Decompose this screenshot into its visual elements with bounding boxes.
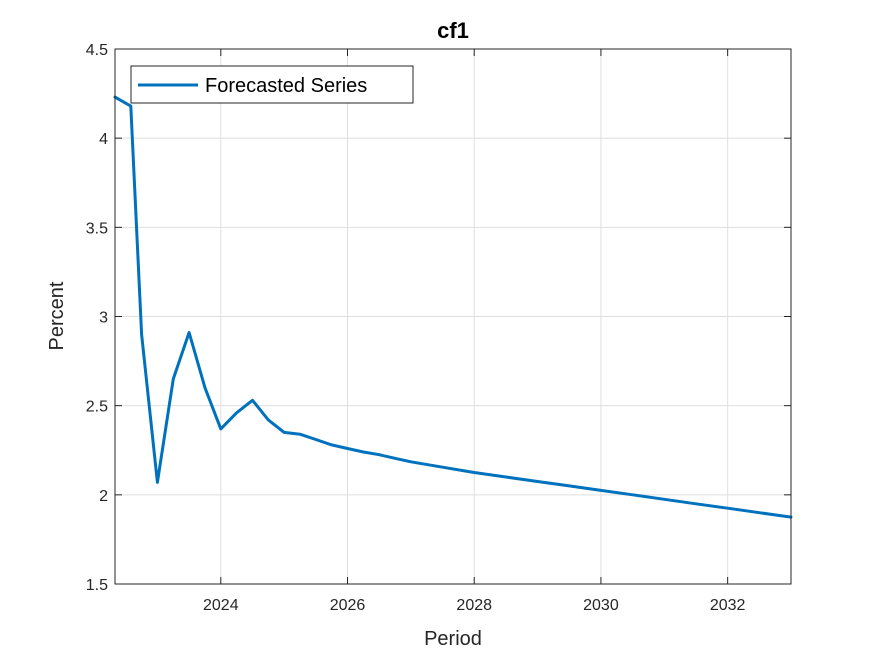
y-tick-label: 1.5 — [86, 577, 108, 594]
y-axis-label: Percent — [46, 281, 68, 350]
x-tick-label: 2026 — [330, 597, 366, 614]
legend: Forecasted Series — [130, 65, 414, 104]
chart-title: cf1 — [437, 18, 469, 43]
y-tick-label: 4.5 — [86, 42, 108, 59]
y-tick-label: 3.5 — [86, 220, 108, 237]
series-line-0 — [113, 95, 793, 519]
x-tick-label: 2030 — [583, 597, 619, 614]
x-tick-label: 2024 — [203, 597, 239, 614]
y-tick-label: 4 — [99, 131, 108, 148]
ticks: 2024 2026 2028 2030 2032 1.5 2 2.5 3 3.5 4 4.5 — [86, 42, 791, 614]
y-tick-label: 3 — [99, 310, 108, 327]
x-tick-label: 2032 — [710, 597, 746, 614]
y-tick-label: 2.5 — [86, 399, 108, 416]
legend-label: Forecasted Series — [205, 75, 367, 97]
series-layer — [113, 95, 793, 519]
x-axis-label: Period — [424, 628, 482, 650]
y-tick-label: 2 — [99, 488, 108, 505]
x-tick-label: 2028 — [456, 597, 492, 614]
